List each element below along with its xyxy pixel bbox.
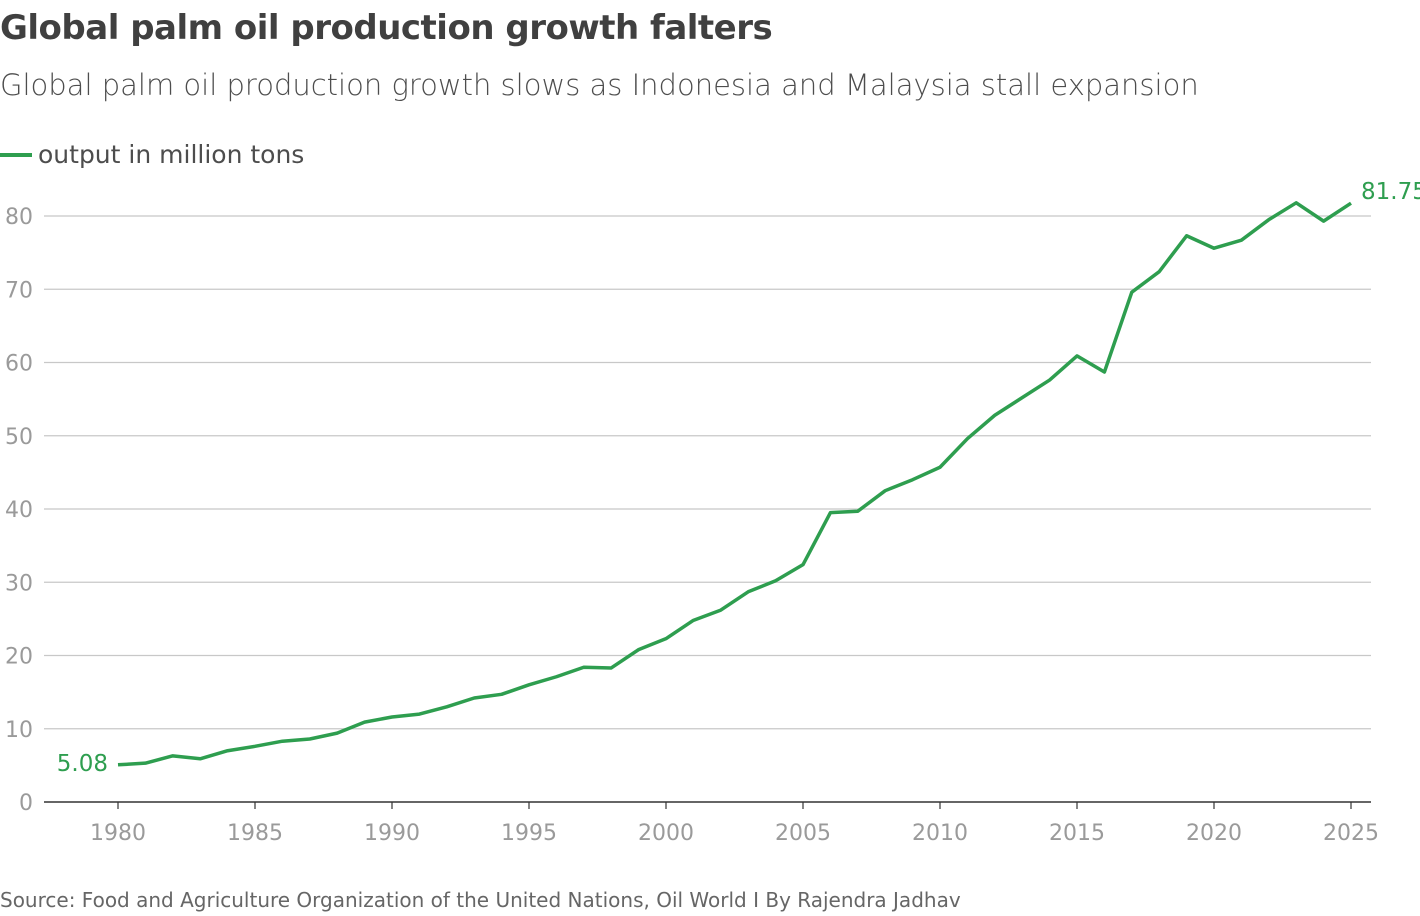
x-tick-label: 1980	[90, 821, 146, 846]
y-tick-label: 40	[5, 498, 33, 523]
legend-swatch	[0, 152, 32, 157]
legend-label: output in million tons	[38, 140, 305, 169]
line-chart: 0 10 20 30 40 50 60 70 80 1980 1985 1990 1995 2000 200…	[5, 179, 1420, 846]
x-tick-label: 1990	[364, 821, 420, 846]
y-tick-label: 10	[5, 718, 33, 743]
x-tick-label: 2015	[1049, 821, 1105, 846]
y-tick-label: 50	[5, 425, 33, 450]
legend: output in million tons	[0, 140, 304, 169]
x-tick-label: 2025	[1323, 821, 1379, 846]
y-tick-label: 60	[5, 352, 33, 377]
y-tick-label: 0	[19, 791, 33, 816]
chart-title: Global palm oil production growth falter…	[0, 8, 773, 48]
y-tick-label: 80	[5, 205, 33, 230]
chart-subtitle: Global palm oil production growth slows …	[0, 68, 1199, 102]
start-value-label: 5.08	[57, 751, 108, 777]
series-line	[117, 201, 1352, 767]
y-tick-label: 70	[5, 278, 33, 303]
x-tick-label: 2010	[912, 821, 968, 846]
x-tick-label: 2005	[775, 821, 831, 846]
x-tick-label: 1985	[227, 821, 283, 846]
end-value-label: 81.75	[1361, 179, 1420, 205]
x-tick-label: 2000	[638, 821, 694, 846]
x-tick-label: 2020	[1186, 821, 1242, 846]
x-tick-label: 1995	[501, 821, 557, 846]
y-tick-label: 20	[5, 645, 33, 670]
source-note: Source: Food and Agriculture Organizatio…	[0, 888, 961, 912]
y-tick-label: 30	[5, 571, 33, 596]
